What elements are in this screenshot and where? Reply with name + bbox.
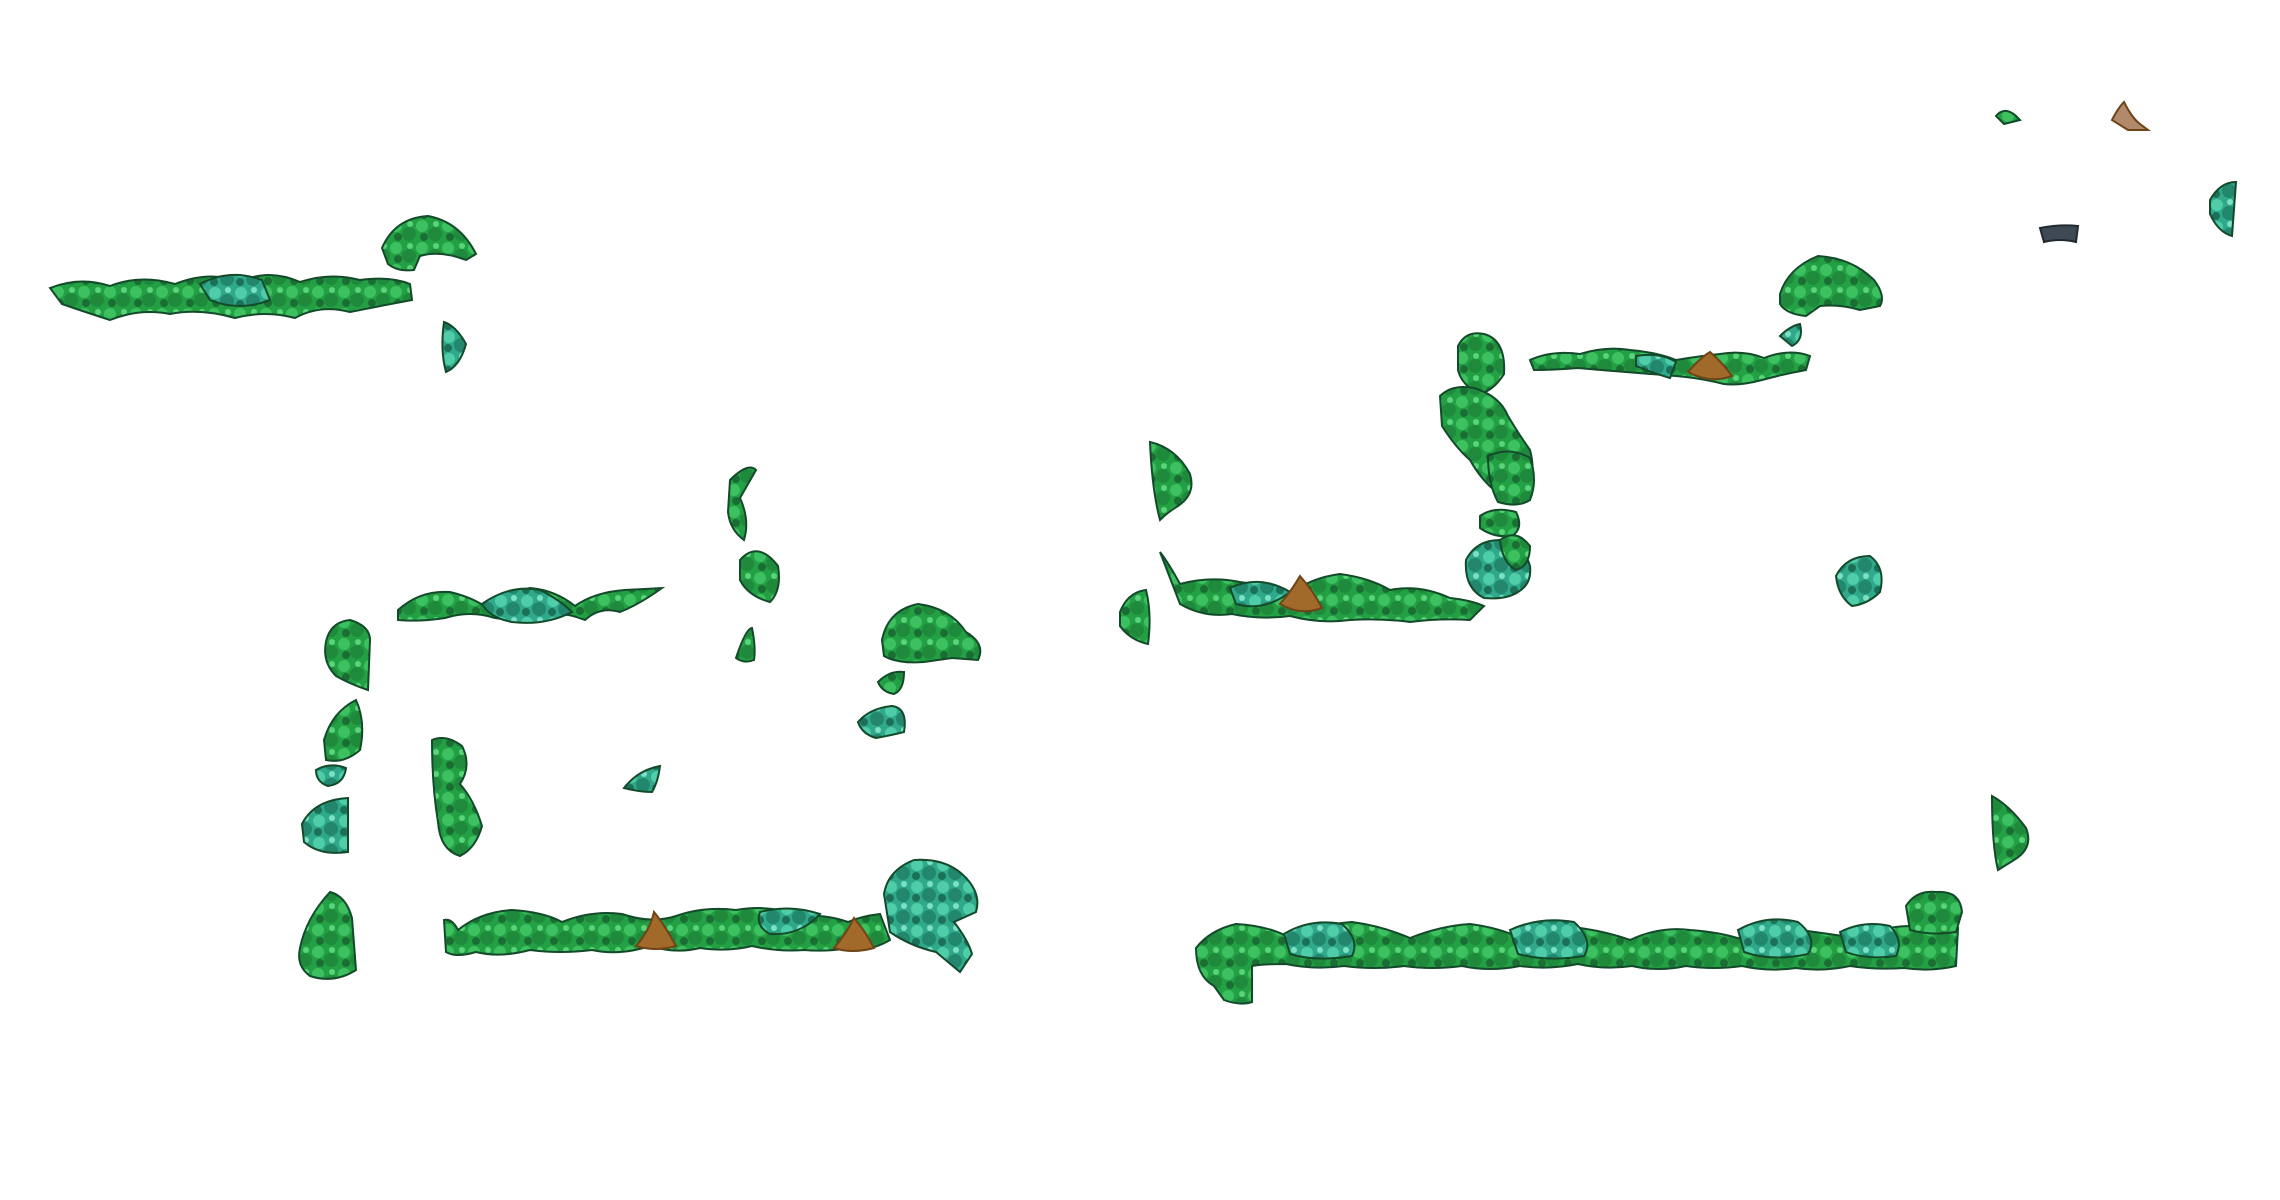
rock	[2038, 224, 2080, 244]
bush	[1498, 534, 1532, 572]
hedge-bottom-right	[1194, 794, 2030, 1005]
stump	[2110, 100, 2151, 131]
bush	[298, 890, 358, 980]
bush	[726, 466, 758, 542]
tree-clump	[880, 602, 982, 664]
hedge-segment	[480, 587, 574, 624]
bush	[1994, 109, 2022, 126]
bush	[1990, 794, 2030, 872]
bush	[430, 737, 484, 858]
bush	[734, 626, 756, 663]
tree-clump	[380, 214, 478, 272]
tree-clump	[1779, 254, 1883, 318]
bush	[739, 550, 780, 604]
hedge-top-left	[48, 214, 478, 374]
hedge-segment	[1508, 919, 1589, 960]
cone-tree	[1278, 574, 1324, 613]
bush	[1148, 440, 1193, 522]
tree-clump	[1486, 450, 1535, 506]
hedge-segment	[1838, 923, 1900, 959]
bush	[2209, 180, 2238, 238]
bush	[1834, 554, 1883, 608]
bush	[1479, 508, 1521, 538]
bush	[322, 698, 364, 762]
bush	[441, 320, 468, 374]
hedge-segment	[1736, 918, 1813, 959]
hedge-segment	[1159, 551, 1486, 624]
bush	[876, 670, 906, 696]
tree-clump	[882, 858, 979, 974]
hedge-segment	[198, 273, 272, 307]
bush	[856, 704, 906, 740]
bush	[1119, 588, 1151, 646]
hedge-segment	[1282, 921, 1356, 960]
bush	[324, 618, 372, 692]
hedge-segment	[757, 907, 822, 936]
tree-clump	[1904, 890, 1964, 935]
tree-clump	[1457, 332, 1506, 396]
cone-tree	[832, 916, 876, 952]
bush	[622, 764, 662, 794]
cone-tree	[1686, 350, 1734, 381]
hedge-center-enclosure	[1119, 254, 1883, 646]
hedge-left-enclosure	[298, 466, 982, 980]
cone-tree	[634, 909, 678, 950]
bush	[314, 764, 348, 788]
bush	[300, 796, 349, 854]
hedge-segment	[1635, 353, 1678, 380]
bush	[1778, 322, 1802, 348]
scatter-top-right	[1994, 100, 2238, 244]
